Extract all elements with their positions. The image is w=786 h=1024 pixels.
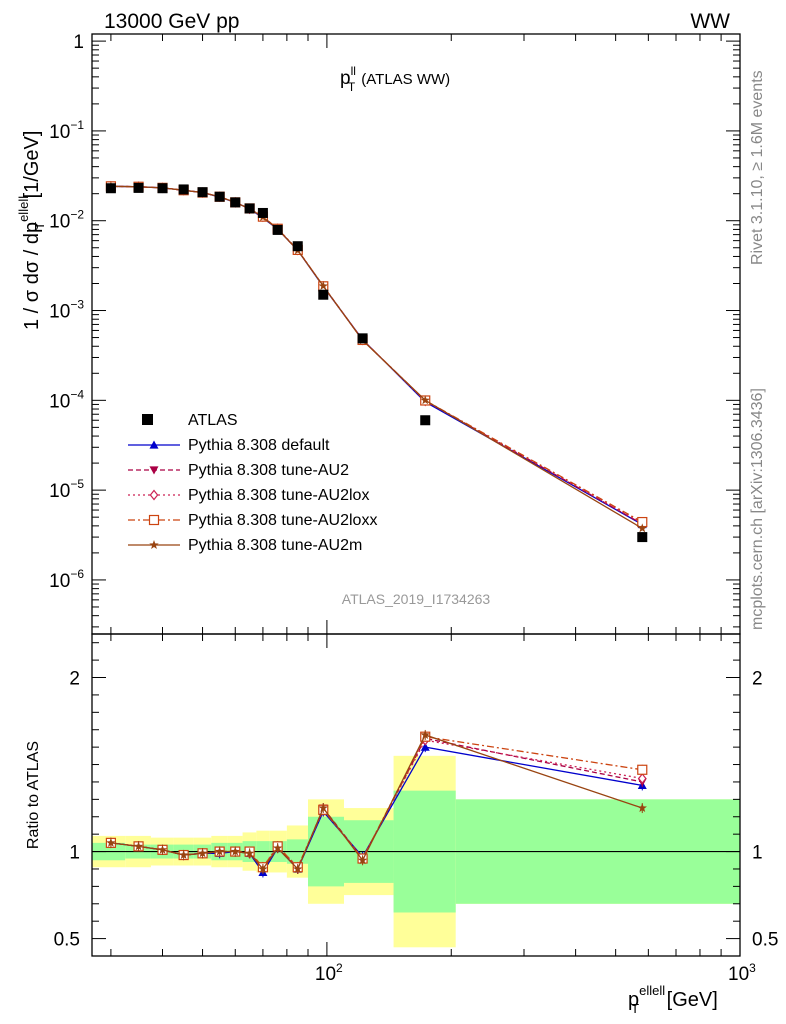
legend-label-data: ATLAS bbox=[188, 412, 238, 429]
x-axis-label: pellell T [GeV] bbox=[628, 983, 718, 1016]
ratio-point bbox=[420, 730, 430, 739]
data-point bbox=[244, 203, 255, 214]
data-point bbox=[318, 289, 329, 300]
header-right-label: WW bbox=[690, 10, 730, 33]
ratio-point bbox=[293, 864, 303, 873]
ratio-point bbox=[178, 850, 189, 860]
y-tick-label: 10−6 bbox=[49, 567, 84, 592]
ratio-point bbox=[244, 848, 255, 858]
data-point bbox=[420, 415, 431, 426]
header-left-label: 13000 GeV pp bbox=[104, 10, 239, 33]
ratio-point bbox=[637, 764, 648, 775]
plot-title: pll T (ATLAS WW) bbox=[340, 64, 450, 94]
data-point bbox=[272, 224, 283, 235]
legend-marker bbox=[149, 540, 159, 549]
ratio-point bbox=[420, 742, 430, 751]
ratio-point bbox=[157, 844, 168, 854]
ratio-point bbox=[258, 864, 268, 873]
ratio-y-axis-label: Ratio to ATLAS bbox=[25, 741, 42, 849]
ratio-y-tick-label-right: 2 bbox=[752, 669, 763, 690]
main-panel: 1 10−1 10−2 10−3 10−4 10−5 10−6 pll T (ATLAS WW)… bbox=[16, 32, 741, 635]
x-tick-label: 102 bbox=[315, 961, 343, 985]
ratio-panel: 102 103 0.5 0.5 1 1 2 2 Ratio to ATLAS bbox=[25, 633, 778, 985]
legend: ATLAS Pythia 8.308 default Pythia 8.308 tu… bbox=[128, 412, 377, 554]
data-point bbox=[230, 197, 241, 208]
ratio-y-tick-label: 0.5 bbox=[54, 930, 80, 951]
ratio-y-tick-label-right: 1 bbox=[752, 843, 763, 864]
ratio-point bbox=[637, 773, 647, 784]
legend-marker bbox=[149, 489, 159, 501]
series-point bbox=[637, 523, 647, 533]
data-point bbox=[637, 532, 648, 543]
data-point bbox=[178, 184, 189, 195]
data-point bbox=[292, 241, 303, 252]
y-tick-label: 10−3 bbox=[49, 298, 84, 323]
ratio-point bbox=[272, 843, 283, 853]
data-point bbox=[105, 183, 116, 194]
data-point bbox=[133, 182, 144, 193]
ratio-point bbox=[357, 855, 368, 865]
legend-label: Pythia 8.308 tune-AU2loxx bbox=[188, 512, 377, 529]
data-point bbox=[157, 183, 168, 194]
ratio-frame bbox=[91, 633, 741, 957]
y-axis-label: 1 / σ dσ / dpellellT [1/GeV] bbox=[16, 131, 47, 330]
ratio-point bbox=[214, 846, 225, 856]
series-point bbox=[318, 281, 328, 291]
ratio-point bbox=[230, 846, 240, 856]
analysis-watermark: ATLAS_2019_I1734263 bbox=[342, 591, 491, 607]
y-tick-label: 1 bbox=[73, 32, 84, 53]
data-point bbox=[357, 333, 368, 344]
data-point bbox=[197, 187, 208, 198]
ratio-y-tick-label: 1 bbox=[69, 843, 80, 864]
ratio-point bbox=[133, 841, 144, 851]
legend-label: Pythia 8.308 tune-AU2lox bbox=[188, 487, 369, 504]
rivet-label: Rivet 3.1.10, ≥ 1.6M events bbox=[749, 70, 766, 265]
y-tick-label: 10−4 bbox=[49, 387, 84, 412]
ratio-y-tick-label-right: 0.5 bbox=[752, 930, 778, 951]
ratio-point bbox=[637, 803, 647, 813]
legend-marker bbox=[149, 440, 159, 449]
series-point bbox=[420, 395, 430, 405]
legend-marker-data bbox=[142, 414, 153, 425]
ratio-point bbox=[197, 848, 208, 858]
ratio-point bbox=[106, 837, 116, 847]
x-tick-label: 103 bbox=[728, 961, 756, 985]
mcplots-label: mcplots.cern.ch [arXiv:1306.3436] bbox=[749, 388, 766, 630]
legend-marker bbox=[149, 466, 159, 475]
ratio-y-tick-label: 2 bbox=[69, 669, 80, 690]
legend-label: Pythia 8.308 tune-AU2m bbox=[188, 537, 362, 554]
data-point bbox=[257, 207, 268, 218]
legend-marker bbox=[148, 514, 160, 526]
y-tick-label: 10−5 bbox=[49, 477, 84, 502]
legend-label: Pythia 8.308 default bbox=[188, 437, 330, 454]
legend-label: Pythia 8.308 tune-AU2 bbox=[188, 462, 349, 479]
y-tick-label: 10−2 bbox=[49, 208, 84, 233]
y-tick-label: 10−1 bbox=[49, 118, 84, 143]
data-point bbox=[214, 191, 225, 202]
ratio-point bbox=[318, 803, 328, 813]
